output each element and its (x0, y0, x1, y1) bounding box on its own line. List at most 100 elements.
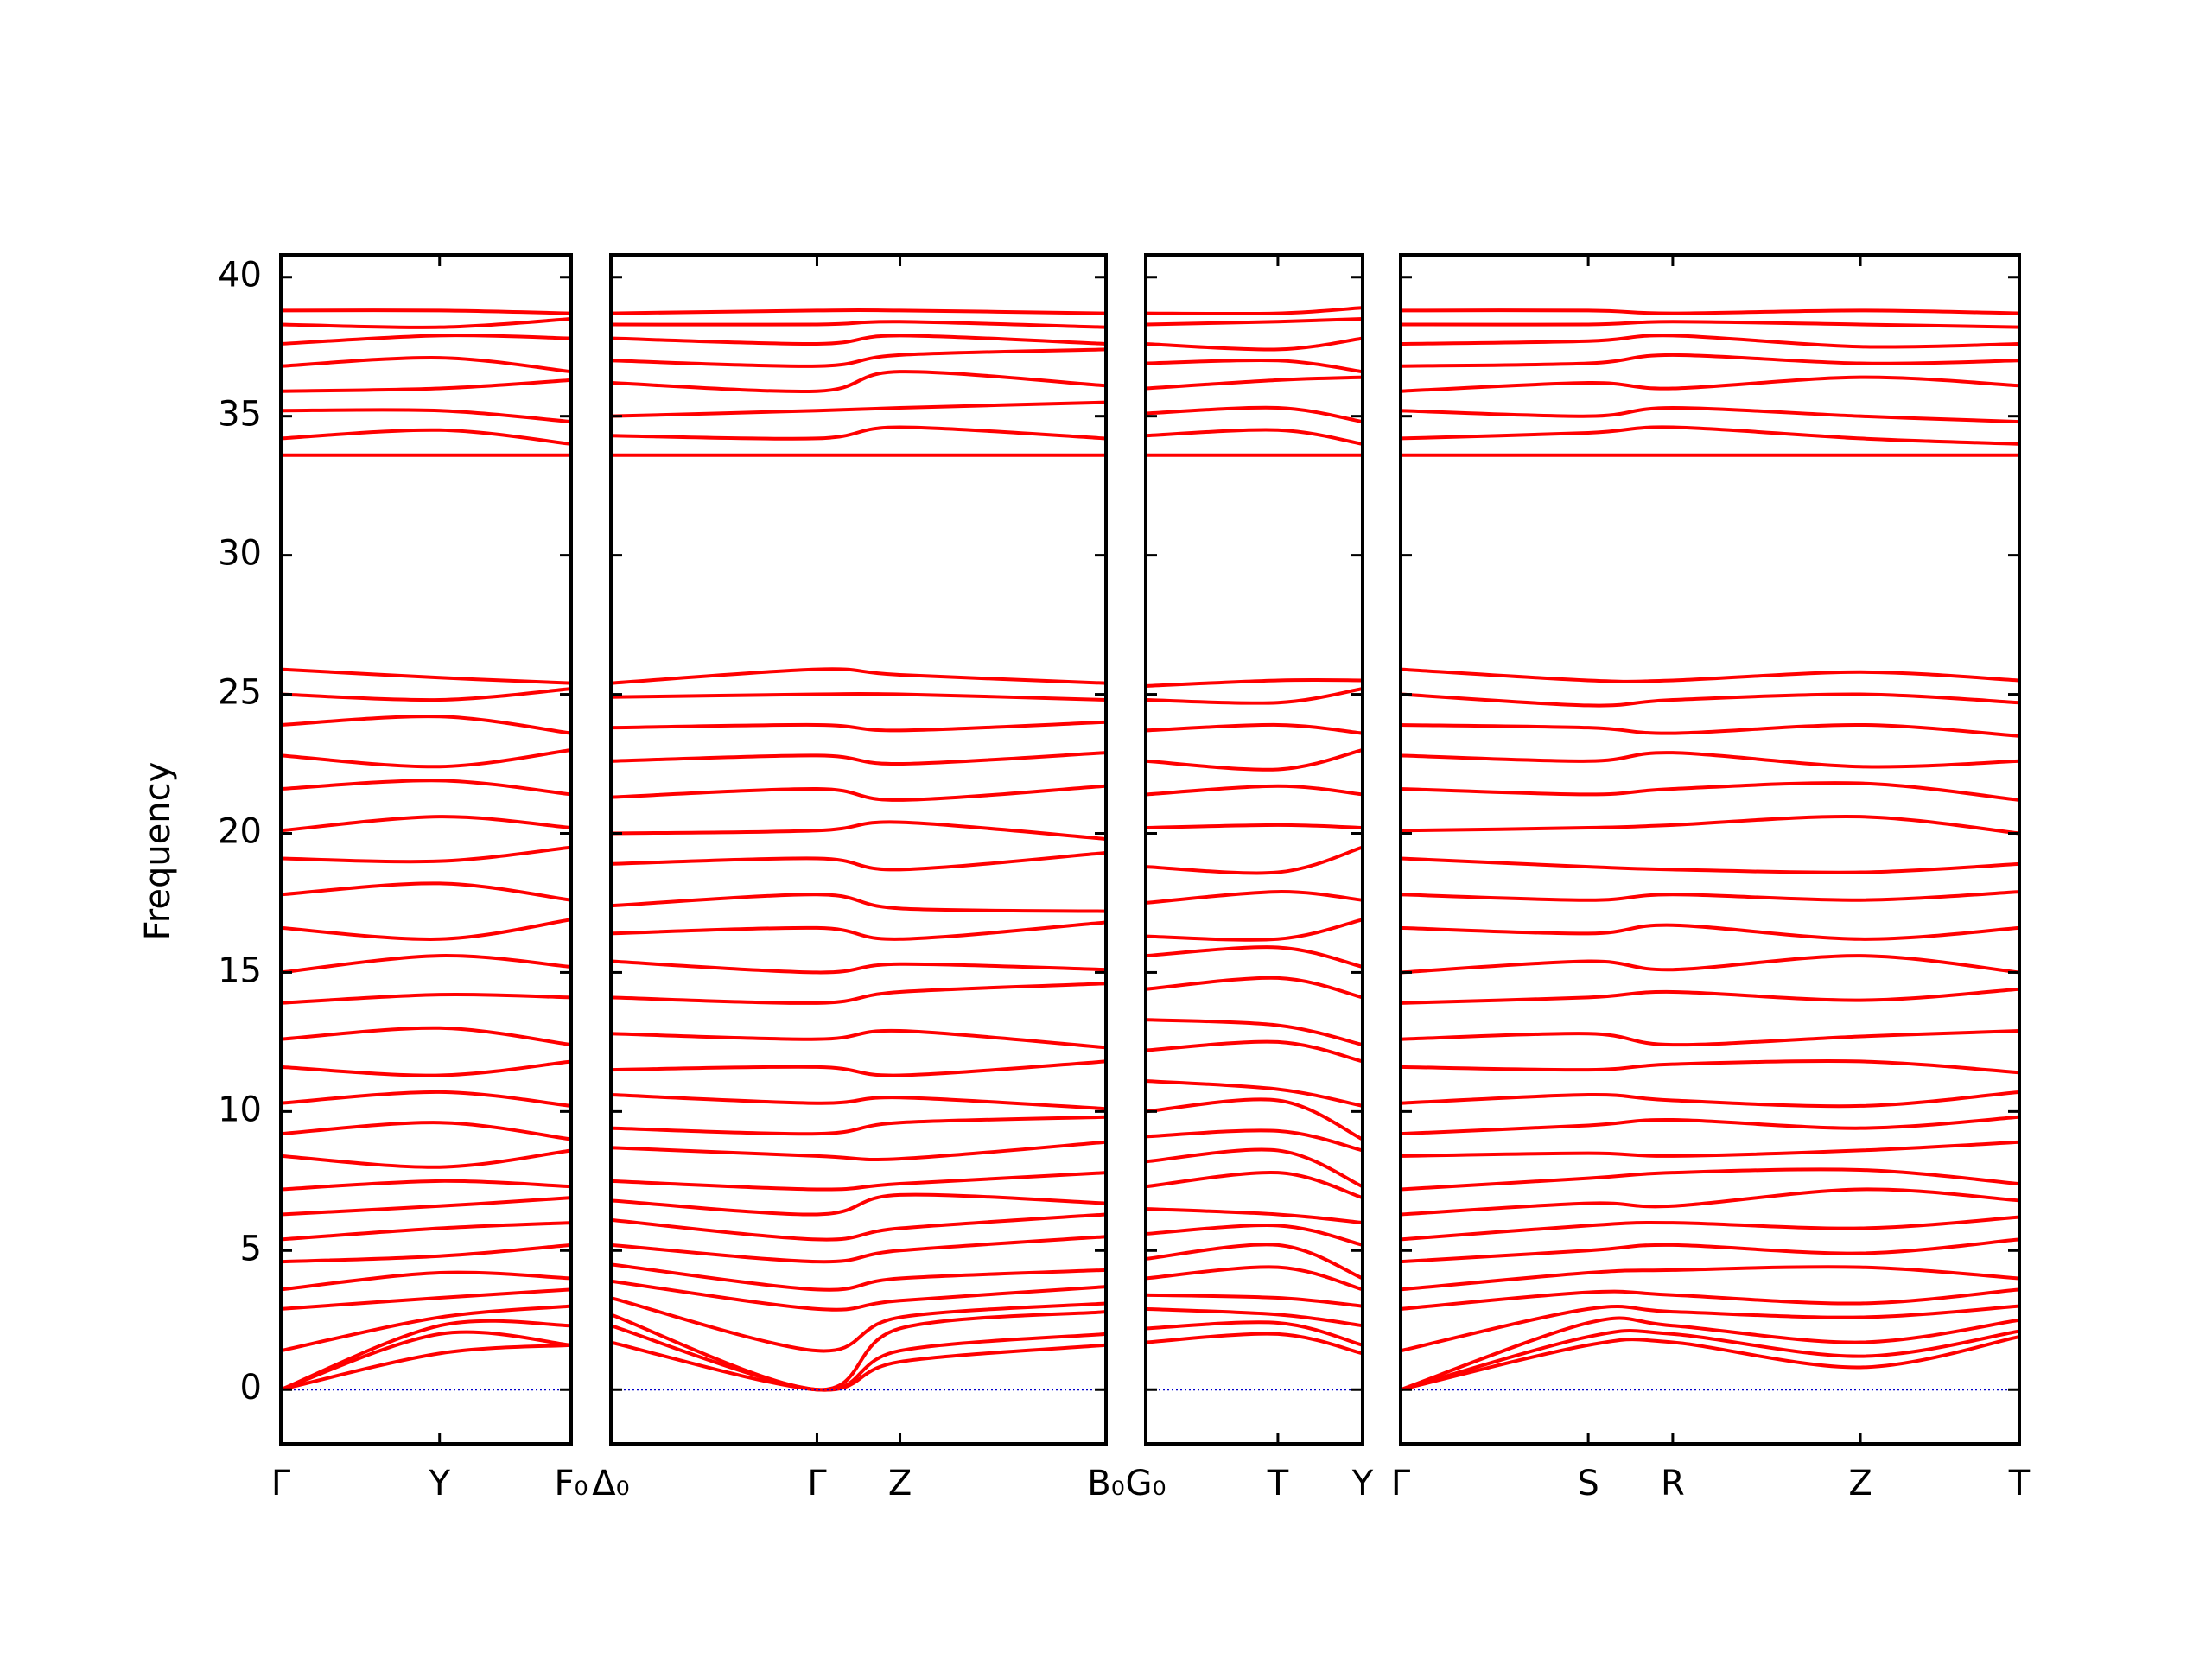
band-line (611, 751, 1106, 766)
band-line (1401, 1329, 2019, 1392)
band-line (611, 982, 1106, 1005)
band-line (281, 1090, 571, 1108)
x-tick-label: Δ₀ (592, 1464, 629, 1503)
band-line (1146, 405, 1363, 424)
band-line (1401, 1167, 2019, 1192)
band-line (1401, 751, 2019, 769)
band-line (611, 320, 1106, 329)
band-line (1401, 1215, 2019, 1242)
band-line (1146, 1097, 1363, 1141)
band-line (1401, 667, 2019, 683)
axes-frame (1399, 253, 2021, 1446)
band-line (1401, 425, 2019, 446)
band-line (281, 1026, 571, 1047)
x-tick-label: Γ (271, 1464, 291, 1503)
band-line (1146, 1332, 1363, 1356)
band-line (1401, 814, 2019, 836)
band-line (611, 820, 1106, 841)
x-tick-label: F₀ (554, 1464, 588, 1503)
band-line (1146, 336, 1363, 352)
band-line (611, 1115, 1106, 1136)
band-line (281, 1196, 571, 1217)
band-line (1401, 1265, 2019, 1292)
band-line (281, 334, 571, 346)
y-tick-label: 0 (240, 1368, 262, 1408)
band-line (1401, 692, 2019, 708)
band-line (281, 408, 571, 424)
band-line (611, 334, 1106, 346)
axes-frame (1144, 253, 1364, 1446)
band-line (1146, 1207, 1363, 1225)
band-line (1146, 722, 1363, 735)
band-line (1146, 1018, 1363, 1047)
band-line (281, 1148, 571, 1169)
band-line (1146, 1039, 1363, 1064)
plot-area (281, 308, 571, 1392)
y-tick-label: 40 (218, 256, 262, 296)
band-line (1401, 1090, 2019, 1109)
band-line (1401, 1237, 2019, 1264)
band-line (1146, 845, 1363, 875)
band-line (611, 1262, 1106, 1292)
band-line (611, 1212, 1106, 1242)
y-axis-label: Frequency (138, 762, 178, 941)
y-tick-label: 5 (240, 1229, 262, 1268)
plot-area (1146, 306, 1363, 1356)
band-line (1401, 1187, 2019, 1217)
band-line (1401, 406, 2019, 424)
band-line (611, 400, 1106, 418)
band-line (1401, 1029, 2019, 1047)
band-line (611, 1279, 1106, 1312)
band-line (1146, 747, 1363, 772)
band-line (611, 851, 1106, 872)
plot-area (611, 308, 1106, 1392)
band-line (281, 779, 571, 797)
band-line (281, 1059, 571, 1077)
band-line (1146, 918, 1363, 942)
y-tick-label: 25 (218, 673, 262, 713)
band-line (1401, 1115, 2019, 1136)
x-tick-label: G₀ (1125, 1464, 1166, 1503)
x-tick-label: T (2008, 1464, 2031, 1503)
band-line (1401, 987, 2019, 1005)
band-line (1146, 428, 1363, 446)
band-line (1401, 722, 2019, 738)
band-line (1146, 687, 1363, 705)
band-line (1401, 923, 2019, 941)
band-line (611, 1059, 1106, 1077)
band-line (611, 959, 1106, 975)
band-line (1401, 856, 2019, 874)
y-tick-label: 15 (218, 950, 262, 990)
band-line (611, 1028, 1106, 1050)
band-line (1146, 677, 1363, 688)
x-tick-label: S (1577, 1464, 1599, 1503)
band-line (281, 1221, 571, 1242)
band-line (1401, 1335, 2019, 1392)
band-line (1146, 784, 1363, 797)
band-line (611, 784, 1106, 802)
band-line (1146, 976, 1363, 1000)
band-line (611, 1324, 1106, 1392)
band-line (611, 308, 1106, 315)
band-line (1146, 1265, 1363, 1292)
band-line (611, 1192, 1106, 1217)
band-line (281, 1304, 571, 1353)
band-line (1146, 1320, 1363, 1347)
band-line (1401, 1304, 2019, 1353)
band-line (1146, 1170, 1363, 1200)
band-line (281, 1243, 571, 1264)
band-line (1146, 1306, 1363, 1328)
band-line (281, 687, 571, 702)
x-tick-label: T (1267, 1464, 1289, 1503)
band-line (1401, 781, 2019, 802)
x-tick-label: Y (429, 1464, 451, 1503)
band-line (611, 347, 1106, 368)
band-line (1146, 375, 1363, 391)
y-tick-label: 35 (218, 395, 262, 435)
band-line (1146, 1293, 1363, 1308)
band-line (611, 667, 1106, 685)
band-line (281, 1270, 571, 1292)
band-line (611, 1171, 1106, 1192)
band-line (1146, 317, 1363, 327)
band-line (611, 920, 1106, 941)
